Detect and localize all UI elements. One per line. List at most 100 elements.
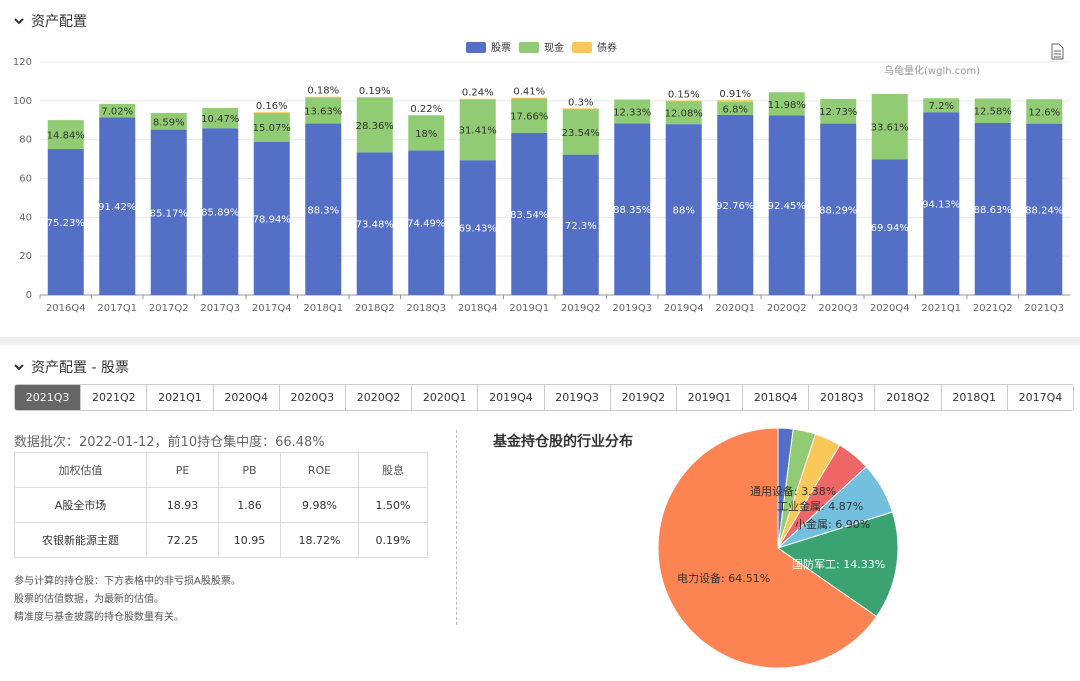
tab-2020Q2[interactable]: 2020Q2 [345, 385, 413, 410]
bar-bond[interactable] [356, 96, 393, 98]
cash-data-label: 8.59% [153, 117, 185, 128]
x-tick-label: 2018Q2 [355, 303, 395, 314]
vertical-divider [456, 430, 457, 625]
legend-label[interactable]: 债券 [597, 41, 617, 54]
bar-cash[interactable] [1026, 99, 1063, 124]
cash-data-label: 13.63% [304, 106, 342, 117]
pie-slice-电力设备[interactable] [657, 427, 878, 669]
tab-2020Q4[interactable]: 2020Q4 [213, 385, 280, 410]
bar-stock[interactable] [356, 152, 393, 295]
bar-stock[interactable] [150, 129, 187, 295]
x-tick-label: 2017Q4 [252, 303, 292, 314]
cash-data-label: 12.58% [974, 107, 1012, 118]
tab-2018Q2[interactable]: 2018Q2 [875, 385, 942, 410]
bar-cash[interactable] [305, 97, 342, 124]
bond-data-label: 0.24% [462, 88, 494, 99]
stock-data-label: 69.43% [459, 224, 497, 235]
tab-2019Q2[interactable]: 2019Q2 [610, 385, 677, 410]
tab-2020Q1[interactable]: 2020Q1 [412, 385, 479, 410]
bar-stock[interactable] [202, 128, 239, 295]
bar-stock[interactable] [974, 122, 1011, 295]
cash-data-label: 10.47% [201, 114, 239, 125]
bar-stock[interactable] [459, 160, 496, 295]
bar-stock[interactable] [562, 154, 599, 295]
bar-cash[interactable] [768, 92, 805, 116]
bar-stock[interactable] [511, 132, 548, 295]
x-tick-label: 2017Q1 [97, 303, 137, 314]
bar-stock[interactable] [614, 123, 651, 295]
bar-stock[interactable] [820, 123, 857, 295]
pie-slice-label: 国防军工: 14.33% [792, 557, 885, 571]
section-asset-allocation-title[interactable]: 资产配置 [13, 11, 87, 31]
legend-swatch[interactable] [519, 42, 539, 53]
stock-data-label: 72.3% [565, 221, 597, 232]
bar-cash[interactable] [820, 98, 857, 124]
bar-stock[interactable] [1026, 123, 1063, 296]
table-row: A股全市场 18.93 1.86 9.98% 1.50% [14, 487, 428, 523]
tab-2019Q4[interactable]: 2019Q4 [478, 385, 545, 410]
bar-stock[interactable] [923, 112, 960, 295]
legend-label[interactable]: 股票 [491, 42, 511, 54]
x-tick-label: 2016Q4 [46, 303, 86, 314]
tab-2018Q4[interactable]: 2018Q4 [743, 385, 810, 410]
document-icon[interactable] [1051, 43, 1064, 60]
bar-bond[interactable] [408, 114, 445, 116]
bar-stock[interactable] [99, 117, 136, 296]
table-cell: 1.50% [358, 487, 428, 523]
x-tick-label: 2019Q4 [664, 303, 704, 314]
pie-slice-国防军工[interactable] [776, 511, 899, 618]
bar-cash[interactable] [974, 98, 1011, 123]
bar-cash[interactable] [923, 98, 960, 113]
section-title-text: 资产配置 [31, 14, 87, 30]
tab-2017Q4[interactable]: 2017Q4 [1007, 385, 1073, 410]
legend-swatch[interactable] [466, 42, 486, 53]
legend-label[interactable]: 现金 [544, 41, 564, 54]
chevron-down-icon [14, 18, 24, 25]
bar-cash[interactable] [356, 97, 393, 153]
table-cell: A股全市场 [14, 487, 147, 523]
bar-bond[interactable] [305, 96, 342, 98]
bar-cash[interactable] [614, 99, 651, 124]
bar-cash[interactable] [511, 98, 548, 133]
bar-cash[interactable] [253, 112, 290, 142]
bar-stock[interactable] [665, 124, 702, 295]
bar-cash[interactable] [562, 108, 599, 155]
bar-bond[interactable] [717, 99, 754, 102]
bar-cash[interactable] [47, 120, 84, 149]
tab-2018Q3[interactable]: 2018Q3 [809, 385, 876, 410]
tab-2021Q1[interactable]: 2021Q1 [147, 385, 214, 410]
tab-2019Q1[interactable]: 2019Q1 [676, 385, 744, 410]
bar-stock[interactable] [871, 159, 908, 295]
bar-cash[interactable] [665, 100, 702, 125]
tab-2020Q3[interactable]: 2020Q3 [279, 385, 346, 410]
bar-cash[interactable] [99, 103, 136, 118]
stock-data-label: 92.76% [716, 201, 754, 212]
bar-stock[interactable] [253, 141, 290, 295]
bar-cash[interactable] [871, 93, 908, 160]
bar-cash[interactable] [202, 107, 239, 129]
bar-bond[interactable] [665, 100, 702, 102]
bar-stock[interactable] [717, 114, 754, 296]
bar-cash[interactable] [150, 112, 187, 130]
bar-stock[interactable] [768, 115, 805, 295]
bar-bond[interactable] [562, 108, 599, 110]
bar-cash[interactable] [408, 115, 445, 151]
cash-data-label: 15.07% [253, 123, 291, 134]
bar-stock[interactable] [408, 150, 445, 295]
bar-bond[interactable] [511, 97, 548, 99]
tab-2021Q3[interactable]: 2021Q3 [15, 385, 82, 410]
bar-stock[interactable] [47, 148, 84, 295]
stock-data-label: 73.48% [356, 220, 394, 231]
legend-swatch[interactable] [572, 42, 592, 53]
bar-stock[interactable] [305, 123, 342, 295]
bond-data-label: 0.41% [513, 87, 545, 98]
bar-bond[interactable] [253, 112, 290, 114]
bar-cash[interactable] [717, 101, 754, 115]
tab-2021Q2[interactable]: 2021Q2 [81, 385, 148, 410]
tab-2018Q1[interactable]: 2018Q1 [941, 385, 1008, 410]
section-stock-allocation-title[interactable]: 资产配置 - 股票 [13, 357, 129, 377]
bar-cash[interactable] [459, 99, 496, 161]
x-tick-label: 2019Q3 [612, 303, 652, 314]
tab-2019Q3[interactable]: 2019Q3 [544, 385, 611, 410]
bar-bond[interactable] [459, 98, 496, 100]
